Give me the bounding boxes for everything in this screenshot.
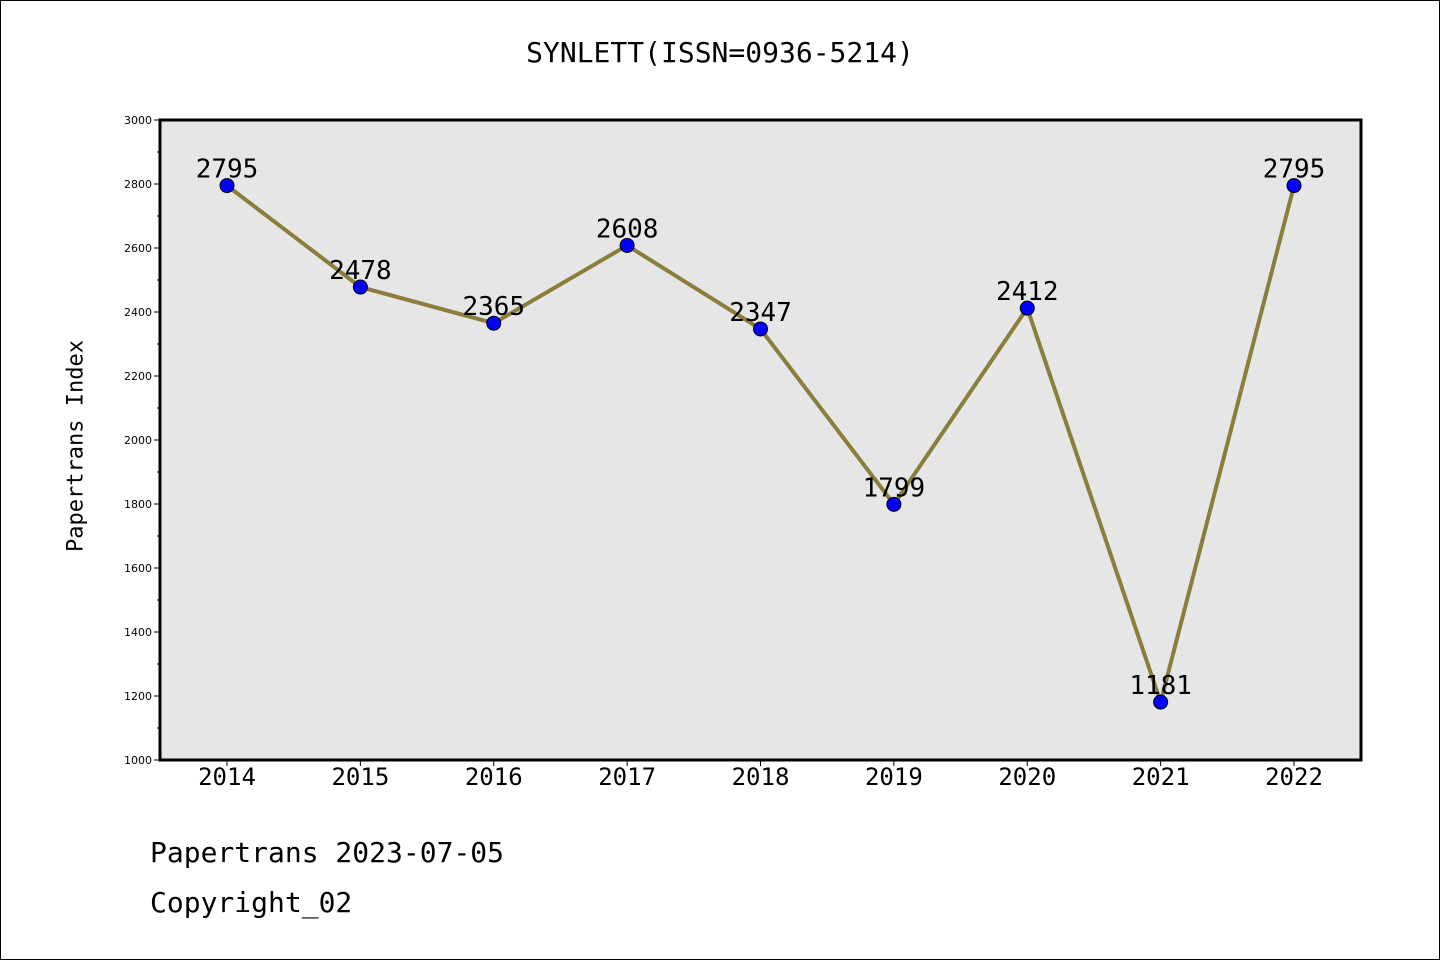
x-tick-label: 2021 — [1132, 763, 1190, 791]
y-tick-label: 2000 — [124, 434, 152, 447]
chart-title: SYNLETT(ISSN=0936-5214) — [526, 36, 914, 69]
x-tick-label: 2016 — [465, 763, 523, 791]
footer-copyright: Copyright_02 — [150, 886, 353, 919]
x-tick-label: 2015 — [331, 763, 389, 791]
y-tick-label: 1400 — [124, 626, 152, 639]
y-tick-label: 2600 — [124, 242, 152, 255]
data-label: 1181 — [1129, 671, 1192, 701]
data-point — [486, 315, 502, 331]
data-label: 2478 — [329, 256, 392, 286]
data-point — [1019, 300, 1035, 316]
footer-date: Papertrans 2023-07-05 — [150, 836, 505, 869]
data-label: 1799 — [863, 473, 926, 503]
x-tick-label: 2020 — [998, 763, 1056, 791]
data-label: 2412 — [996, 277, 1059, 307]
x-tick-label: 2018 — [732, 763, 790, 791]
y-tick-label: 1000 — [124, 754, 152, 767]
y-tick-label: 1600 — [124, 562, 152, 575]
data-label: 2347 — [729, 298, 792, 328]
data-label: 2795 — [196, 155, 259, 185]
data-point — [619, 237, 635, 253]
data-point — [886, 496, 902, 512]
x-tick-label: 2017 — [598, 763, 656, 791]
y-tick-label: 2400 — [124, 306, 152, 319]
data-point — [352, 279, 368, 295]
data-point — [1286, 178, 1302, 194]
data-label: 2608 — [596, 214, 659, 244]
data-point — [219, 178, 235, 194]
x-tick-label: 2022 — [1265, 763, 1323, 791]
y-tick-label: 1200 — [124, 690, 152, 703]
data-point — [1153, 694, 1169, 710]
data-point — [753, 321, 768, 337]
y-tick-label: 3000 — [124, 114, 152, 127]
x-tick-label: 2019 — [865, 763, 923, 791]
data-label: 2795 — [1263, 155, 1326, 185]
y-tick-label: 2200 — [124, 370, 152, 383]
data-label: 2365 — [462, 292, 525, 322]
plot-area — [158, 118, 1363, 762]
x-tick-label: 2014 — [198, 763, 256, 791]
y-tick-label: 1800 — [124, 498, 152, 511]
y-tick-label: 2800 — [124, 178, 152, 191]
